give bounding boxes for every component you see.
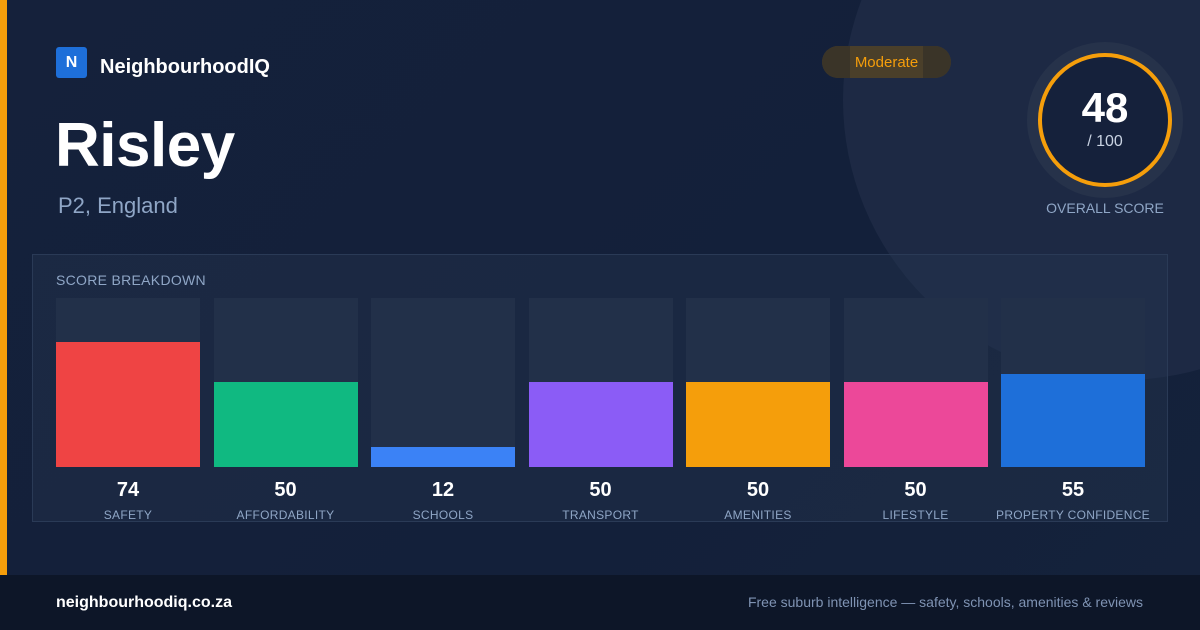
place-name: Risley bbox=[55, 111, 235, 180]
rating-badge: Moderate bbox=[822, 46, 951, 78]
bar-value-label: 74 bbox=[116, 479, 140, 501]
score-ring bbox=[1038, 53, 1172, 187]
footer-tagline: Free suburb intelligence — safety, schoo… bbox=[747, 594, 1143, 610]
bar-category-label: AFFORDABILITY bbox=[236, 508, 335, 522]
bar-track bbox=[1001, 298, 1145, 467]
brand-logo-icon: N bbox=[56, 47, 87, 78]
bar-value-label: 55 bbox=[1061, 479, 1085, 501]
bar-category-label: TRANSPORT bbox=[562, 508, 639, 522]
bar bbox=[371, 447, 515, 467]
bar-category-label: LIFESTYLE bbox=[882, 508, 949, 522]
breakdown-title: SCORE BREAKDOWN bbox=[56, 272, 206, 288]
bar-category-label: PROPERTY CONFIDENCE bbox=[996, 508, 1150, 522]
bar-track bbox=[371, 298, 515, 467]
bar-category-label: SAFETY bbox=[103, 508, 153, 522]
bar-value-label: 50 bbox=[589, 479, 612, 501]
bar bbox=[213, 382, 358, 467]
overall-score-value: 48 bbox=[1081, 84, 1129, 131]
bar bbox=[843, 382, 988, 467]
bar-track bbox=[213, 298, 358, 467]
overall-score-ring: 48 / 100 bbox=[1027, 42, 1183, 198]
score-breakdown-chart: 74 SAFETY 50 AFFORDABILITY 12 SCHOOLS 50 TRANSP… bbox=[56, 298, 1150, 522]
bar-track bbox=[843, 298, 988, 467]
bar-value-label: 50 bbox=[746, 479, 770, 501]
bar-category-label: SCHOOLS bbox=[412, 508, 474, 522]
bar bbox=[686, 382, 830, 467]
footer-site: neighbourhoodiq.co.za bbox=[56, 594, 232, 611]
bar-track bbox=[56, 298, 200, 467]
score-breakdown-panel: SCORE BREAKDOWN 74 SAFETY 50 AFFORDABILITY 1… bbox=[32, 254, 1168, 522]
brand: N NeighbourhoodIQ bbox=[56, 46, 270, 79]
bar-category-label: AMENITIES bbox=[724, 508, 792, 522]
bar-track bbox=[528, 298, 673, 467]
bar bbox=[1001, 374, 1145, 467]
overall-score-max: / 100 bbox=[1087, 133, 1123, 150]
place-region: P2, England bbox=[58, 193, 178, 218]
bar bbox=[56, 342, 200, 467]
overall-score-label: OVERALL SCORE bbox=[1046, 200, 1164, 216]
bar-value-label: 12 bbox=[431, 479, 455, 501]
bar-value-label: 50 bbox=[274, 479, 297, 501]
footer: neighbourhoodiq.co.za Free suburb intell… bbox=[0, 575, 1200, 630]
bar bbox=[528, 382, 673, 467]
bar-value-label: 50 bbox=[904, 479, 927, 501]
brand-name: NeighbourhoodIQ bbox=[100, 56, 270, 78]
bar-track bbox=[686, 298, 830, 467]
rating-label: Moderate bbox=[854, 53, 919, 71]
accent-bar bbox=[0, 0, 7, 575]
